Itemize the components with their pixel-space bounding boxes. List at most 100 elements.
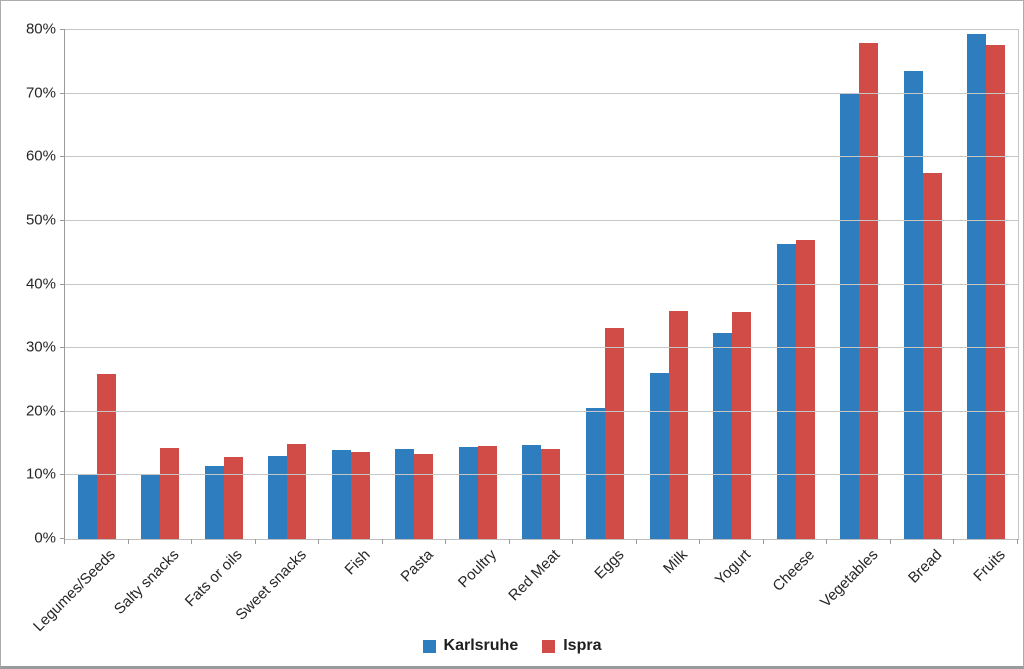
bar-karlsruhe-bread — [903, 71, 923, 539]
category-slot-poultry — [446, 30, 510, 539]
x-axis-label-fats-or-oils: Fats or oils — [182, 546, 247, 611]
bar-karlsruhe-pasta — [395, 448, 415, 539]
category-slot-fish — [319, 30, 383, 539]
bar-ispra-salty-snacks — [160, 448, 180, 539]
x-axis-label-vegetables: Vegetables — [816, 546, 882, 611]
legend-label-ispra: Ispra — [563, 637, 602, 654]
gridline-60pct — [65, 156, 1018, 158]
x-axis-label-bread: Bread — [904, 546, 946, 587]
gridline-10pct — [65, 474, 1018, 476]
y-axis-label-40pct: 40% — [25, 275, 56, 292]
x-axis-label-fish: Fish — [341, 546, 374, 579]
category-slot-cheese — [764, 30, 828, 539]
bar-ispra-fruits — [986, 45, 1006, 539]
bar-ispra-fats-or-oils — [223, 456, 243, 539]
bar-ispra-fish — [350, 452, 370, 539]
x-tick-10 — [699, 539, 701, 544]
gridline-30pct — [65, 347, 1018, 349]
y-axis-label-0pct: 0% — [34, 529, 56, 547]
bar-karlsruhe-milk — [649, 372, 669, 539]
y-axis-label-20pct: 20% — [25, 402, 56, 420]
bar-karlsruhe-fruits — [967, 34, 987, 539]
bar-ispra-cheese — [795, 239, 815, 539]
category-slot-bread — [891, 30, 955, 539]
category-slot-fats-or-oils — [192, 30, 256, 539]
x-axis-label-milk: Milk — [660, 546, 691, 578]
y-axis-label-80pct: 80% — [25, 20, 56, 38]
bar-ispra-sweet-snacks — [287, 443, 307, 539]
bar-ispra-vegetables — [859, 42, 879, 539]
x-axis-label-legumes-seeds: Legumes/Seeds — [30, 546, 120, 635]
x-tick-3 — [254, 539, 256, 544]
x-tick-9 — [635, 539, 637, 544]
category-slot-salty-snacks — [129, 30, 193, 539]
category-slot-milk — [637, 30, 701, 539]
gridline-20pct — [65, 410, 1018, 412]
y-tick-50pct — [60, 219, 65, 221]
x-tick-6 — [445, 539, 447, 544]
x-axis-label-pasta: Pasta — [397, 546, 437, 586]
category-slot-pasta — [383, 30, 447, 539]
bar-slots — [65, 30, 1018, 539]
x-axis-label-eggs: Eggs — [591, 546, 628, 583]
x-axis-label-cheese: Cheese — [769, 546, 818, 595]
bar-karlsruhe-eggs — [586, 407, 606, 539]
bar-ispra-red-meat — [541, 448, 561, 539]
plot-area — [60, 29, 1019, 544]
bar-karlsruhe-fish — [331, 449, 351, 539]
bar-ispra-yogurt — [732, 311, 752, 539]
x-axis-label-red-meat: Red Meat — [505, 546, 564, 605]
bar-ispra-bread — [922, 173, 942, 539]
category-slot-vegetables — [827, 30, 891, 539]
gridline-40pct — [65, 283, 1018, 285]
ispra-swatch-icon — [542, 639, 556, 653]
x-tick-2 — [191, 539, 193, 544]
y-axis-label-10pct: 10% — [25, 465, 56, 483]
x-axis-label-fruits: Fruits — [970, 546, 1009, 585]
bar-ispra-milk — [668, 311, 688, 539]
bar-karlsruhe-red-meat — [522, 444, 542, 539]
legend-item-ispra: Ispra — [542, 638, 601, 654]
legend-label-karlsruhe: Karlsruhe — [443, 637, 519, 654]
gridline-50pct — [65, 219, 1018, 221]
y-tick-30pct — [60, 347, 65, 349]
category-slot-sweet-snacks — [256, 30, 320, 539]
x-tick-11 — [762, 539, 764, 544]
x-tick-7 — [508, 539, 510, 544]
y-tick-10pct — [60, 474, 65, 476]
bar-ispra-poultry — [477, 446, 497, 539]
y-axis-label-30pct: 30% — [25, 338, 56, 356]
y-axis-label-70pct: 70% — [25, 84, 56, 102]
category-slot-eggs — [573, 30, 637, 539]
karlsruhe-swatch-icon — [422, 639, 436, 653]
category-slot-legumes-seeds — [65, 30, 129, 539]
bar-ispra-pasta — [414, 453, 434, 539]
bar-ispra-legumes-seeds — [96, 373, 116, 539]
x-tick-13 — [889, 539, 891, 544]
x-tick-0 — [64, 539, 65, 544]
bar-karlsruhe-fats-or-oils — [204, 466, 224, 539]
x-tick-12 — [826, 539, 828, 544]
x-axis-labels: Legumes/Seeds Salty snacks Fats or oils Swe… — [30, 539, 1017, 644]
x-tick-14 — [953, 539, 955, 544]
y-axis-label-50pct: 50% — [25, 211, 56, 229]
y-tick-80pct — [60, 29, 65, 30]
x-tick-15 — [1017, 539, 1018, 544]
category-slot-yogurt — [700, 30, 764, 539]
bar-ispra-eggs — [605, 327, 625, 539]
x-tick-8 — [572, 539, 574, 544]
y-tick-0pct — [60, 538, 65, 539]
y-tick-40pct — [60, 283, 65, 285]
bar-karlsruhe-vegetables — [840, 94, 860, 539]
y-tick-60pct — [60, 156, 65, 158]
x-tick-5 — [381, 539, 383, 544]
x-tick-4 — [318, 539, 320, 544]
gridline-70pct — [65, 92, 1018, 94]
bar-karlsruhe-poultry — [458, 446, 478, 539]
x-tick-1 — [127, 539, 129, 544]
bar-karlsruhe-salty-snacks — [141, 474, 161, 539]
x-axis-label-poultry: Poultry — [455, 546, 501, 592]
legend: Karlsruhe Ispra — [1, 638, 1023, 654]
category-slot-red-meat — [510, 30, 574, 539]
y-tick-20pct — [60, 410, 65, 412]
